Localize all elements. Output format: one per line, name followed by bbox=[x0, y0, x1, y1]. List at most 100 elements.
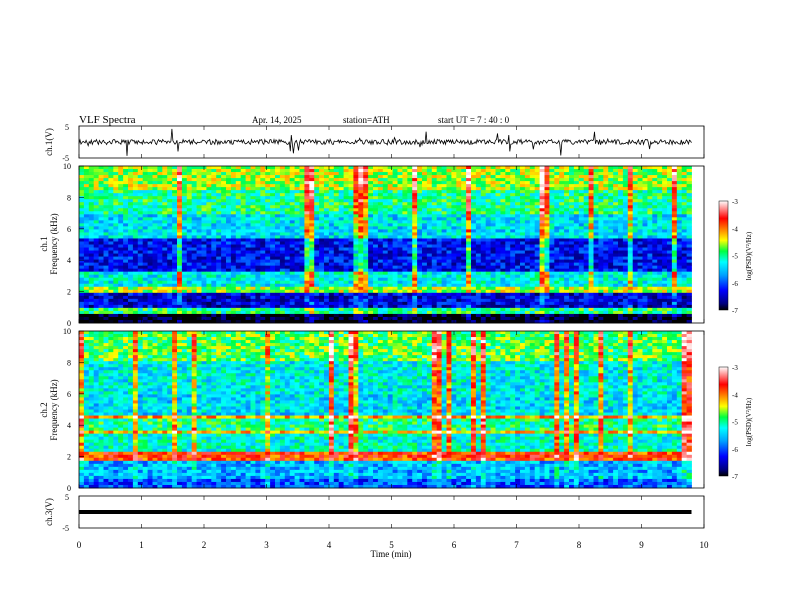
spectrogram-cell bbox=[485, 280, 491, 285]
spectrogram-cell bbox=[642, 187, 648, 191]
spectrogram-cell bbox=[191, 226, 197, 230]
spectrogram-cell bbox=[632, 223, 638, 227]
spectrogram-cell bbox=[544, 166, 550, 170]
spectrogram-cell bbox=[123, 205, 129, 209]
spectrogram-cell bbox=[304, 256, 310, 260]
spectrogram-cell bbox=[235, 169, 242, 173]
spectrogram-cell bbox=[603, 214, 609, 218]
spectrogram-cell bbox=[426, 178, 433, 182]
spectrogram-cell bbox=[172, 211, 178, 215]
spectrogram-cell bbox=[343, 256, 349, 260]
spectrogram-cell bbox=[505, 250, 511, 254]
spectrogram-cell bbox=[240, 166, 246, 170]
spectrogram-cell bbox=[211, 193, 217, 197]
spectrogram-cell bbox=[412, 274, 418, 279]
spectrogram-cell bbox=[436, 229, 442, 233]
spectrogram-cell bbox=[373, 247, 379, 251]
spectrogram-cell bbox=[495, 226, 501, 230]
spectrogram-cell bbox=[461, 268, 467, 273]
spectrogram-cell bbox=[534, 247, 540, 251]
spectrogram-cell bbox=[505, 172, 511, 176]
spectrogram-cell bbox=[495, 172, 501, 176]
spectrogram-cell bbox=[186, 220, 193, 224]
spectrogram-cell bbox=[544, 178, 550, 182]
spectrogram-cell bbox=[343, 199, 349, 203]
spectrogram-cell bbox=[431, 169, 438, 173]
spectrogram-cell bbox=[559, 184, 565, 188]
spectrogram-cell bbox=[132, 226, 139, 230]
spectrogram-cell bbox=[118, 196, 124, 200]
spectrogram-cell bbox=[377, 208, 384, 212]
spectrogram-cell bbox=[103, 205, 109, 209]
spectrogram-cell bbox=[622, 205, 629, 209]
spectrogram-cell bbox=[304, 208, 310, 212]
spectrogram-cell bbox=[471, 253, 477, 257]
spectrogram-cell bbox=[647, 178, 653, 182]
spectrogram-cell bbox=[466, 271, 472, 276]
spectrogram-cell bbox=[471, 175, 477, 179]
spectrogram-cell bbox=[123, 280, 129, 285]
spectrogram-cell bbox=[230, 178, 237, 182]
spectrogram-cell bbox=[456, 199, 462, 203]
spectrogram-cell bbox=[524, 196, 531, 200]
spectrogram-cell bbox=[456, 193, 462, 197]
spectrogram-cell bbox=[495, 205, 501, 209]
spectrogram-cell bbox=[289, 229, 295, 233]
spectrogram-cell bbox=[162, 214, 168, 218]
spectrogram-cell bbox=[495, 235, 501, 239]
spectrogram-cell bbox=[113, 202, 119, 206]
spectrogram-cell bbox=[118, 265, 124, 270]
spectrogram-cell bbox=[132, 268, 139, 273]
spectrogram-cell bbox=[627, 223, 634, 227]
spectrogram-cell bbox=[657, 268, 663, 273]
spectrogram-cell bbox=[598, 277, 604, 282]
spectrogram-cell bbox=[206, 247, 212, 251]
spectrogram-cell bbox=[304, 265, 310, 270]
spectrogram-cell bbox=[676, 238, 683, 242]
spectrogram-cell bbox=[299, 208, 305, 212]
spectrogram-cell bbox=[382, 271, 389, 276]
spectrogram-cell bbox=[392, 241, 398, 245]
spectrogram-cell bbox=[260, 229, 266, 233]
spectrogram-cell bbox=[304, 244, 310, 248]
spectrogram-cell bbox=[662, 235, 668, 239]
spectrogram-cell bbox=[279, 178, 286, 182]
spectrogram-cell bbox=[417, 187, 423, 191]
spectrogram-cell bbox=[671, 199, 678, 203]
spectrogram-cell bbox=[152, 256, 158, 260]
spectrogram-cell bbox=[520, 238, 526, 242]
spectrogram-cell bbox=[358, 247, 364, 251]
spectrogram-cell bbox=[446, 205, 452, 209]
spectrogram-cell bbox=[392, 268, 398, 273]
spectrogram-cell bbox=[93, 247, 99, 251]
spectrogram-cell bbox=[108, 259, 114, 264]
spectrogram-cell bbox=[162, 193, 168, 197]
spectrogram-cell bbox=[319, 250, 325, 254]
spectrogram-cell bbox=[588, 193, 594, 197]
spectrogram-cell bbox=[343, 211, 349, 215]
spectrogram-cell bbox=[363, 178, 369, 182]
spectrogram-cell bbox=[216, 166, 222, 170]
spectrogram-cell bbox=[534, 172, 540, 176]
spectrogram-cell bbox=[83, 274, 90, 279]
spectrogram-cell bbox=[358, 211, 364, 215]
spectrogram-cell bbox=[426, 172, 433, 176]
spectrogram-cell bbox=[431, 256, 438, 260]
spectrogram-cell bbox=[265, 205, 271, 209]
spectrogram-cell bbox=[608, 181, 614, 185]
spectrogram-cell bbox=[392, 229, 398, 233]
spectrogram-cell bbox=[451, 244, 457, 248]
spectrogram-cell bbox=[123, 232, 129, 236]
spectrogram-cell bbox=[157, 175, 163, 179]
spectrogram-cell bbox=[387, 259, 393, 264]
spectrogram-cell bbox=[255, 265, 261, 270]
spectrogram-cell bbox=[667, 181, 673, 185]
spectrogram-cell bbox=[461, 211, 467, 215]
spectrogram-cell bbox=[520, 166, 526, 170]
spectrogram-cell bbox=[181, 277, 188, 282]
spectrogram-cell bbox=[93, 172, 99, 176]
spectrogram-cell bbox=[559, 280, 565, 285]
spectrogram-cell bbox=[157, 280, 163, 285]
spectrogram-cell bbox=[608, 223, 614, 227]
spectrogram-cell bbox=[88, 259, 95, 264]
